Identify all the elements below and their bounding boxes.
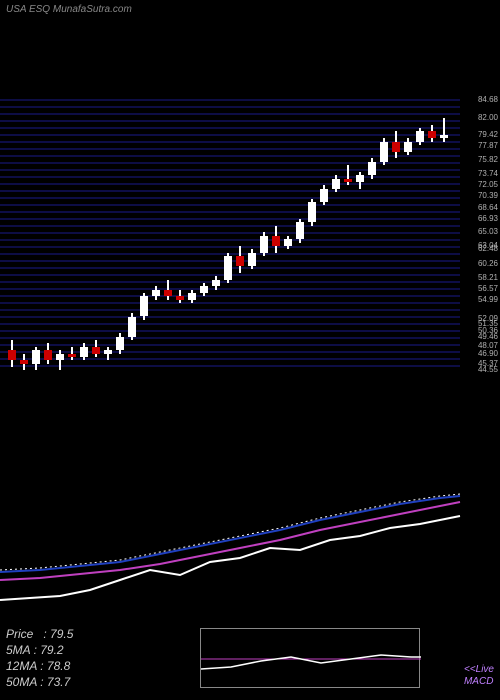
chart-header: USA ESQ MunafaSutra.com	[6, 4, 132, 15]
y-tick-label: 82.00	[478, 114, 498, 122]
y-tick-label: 70.39	[478, 192, 498, 200]
ma50-value: 73.7	[47, 675, 70, 689]
ma-lines	[0, 470, 500, 610]
price-label: Price	[6, 627, 33, 641]
y-tick-label: 46.90	[478, 350, 498, 358]
y-tick-label: 60.26	[478, 260, 498, 268]
y-tick-label: 58.21	[478, 274, 498, 282]
ma50-label: 50MA	[6, 675, 37, 689]
y-tick-label: 84.68	[478, 96, 498, 104]
ma5-row: 5MA : 79.2	[6, 642, 73, 658]
y-tick-label: 44.55	[478, 366, 498, 374]
macd-chart	[201, 629, 421, 689]
y-tick-label: 62.48	[478, 245, 498, 253]
macd-inset	[200, 628, 420, 688]
macd-label: <<Live MACD	[464, 664, 494, 688]
ma5-label: 5MA	[6, 643, 30, 657]
y-tick-label: 79.42	[478, 131, 498, 139]
y-tick-label: 72.05	[478, 181, 498, 189]
y-tick-label: 65.03	[478, 228, 498, 236]
candlestick-chart: 84.68 82.00 79.42 77.87 75.82 73.74 72.05 70.39…	[0, 20, 500, 420]
ma12-value: 78.8	[47, 659, 70, 673]
ma12-row: 12MA : 78.8	[6, 658, 73, 674]
price-info-box: Price : 79.5 5MA : 79.2 12MA : 78.8 50MA…	[6, 626, 73, 690]
y-tick-label: 49.46	[478, 333, 498, 341]
macd-label-1: <<Live	[464, 664, 494, 676]
moving-average-panel	[0, 470, 500, 610]
y-tick-label: 68.64	[478, 204, 498, 212]
y-tick-label: 66.93	[478, 215, 498, 223]
y-tick-label: 77.87	[478, 142, 498, 150]
y-tick-label: 75.82	[478, 156, 498, 164]
y-tick-label: 56.57	[478, 285, 498, 293]
ma12-label: 12MA	[6, 659, 37, 673]
y-tick-label: 54.99	[478, 296, 498, 304]
grid-lines	[0, 20, 500, 420]
ma50-row: 50MA : 73.7	[6, 674, 73, 690]
y-tick-label: 73.74	[478, 170, 498, 178]
price-row: Price : 79.5	[6, 626, 73, 642]
ma5-value: 79.2	[40, 643, 63, 657]
price-value: 79.5	[50, 627, 73, 641]
ticker-title: USA ESQ MunafaSutra.com	[6, 4, 132, 15]
macd-label-2: MACD	[464, 676, 494, 688]
